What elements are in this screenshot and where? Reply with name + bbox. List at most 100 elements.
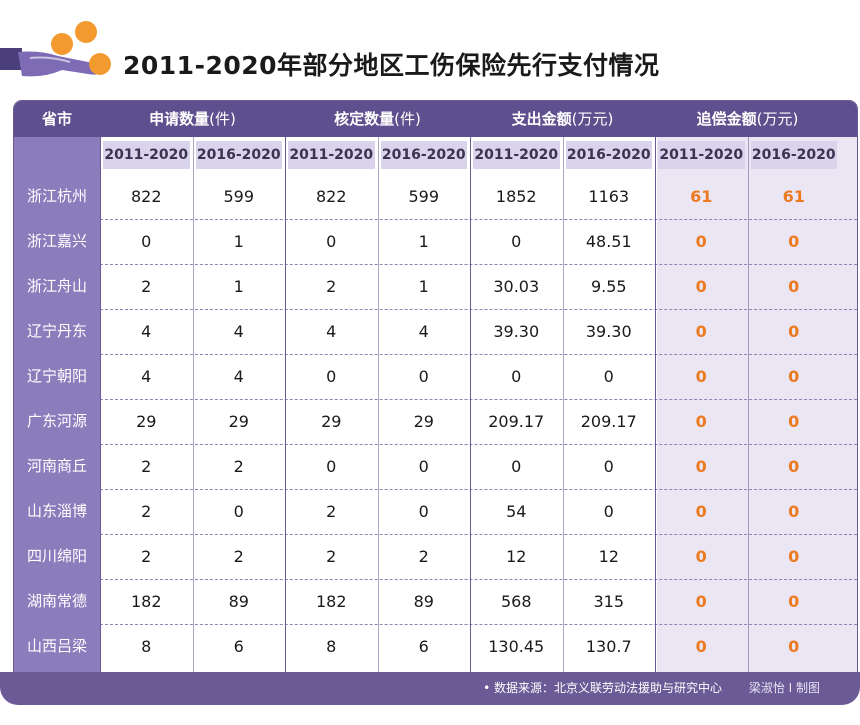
table-cell: 822 (315, 187, 347, 206)
table-cell: 0 (511, 232, 522, 251)
province-name: 辽宁朝阳 (26, 367, 87, 385)
table-cell: 822 (130, 187, 162, 206)
table-cell: 0 (511, 367, 522, 386)
column-divider (285, 137, 286, 673)
table-cell: 0 (141, 232, 152, 251)
table-cell: 0 (695, 592, 707, 611)
table-row: 湖南常德 182 89 182 89 568 315 0 0 (14, 579, 857, 624)
table-cell: 4 (141, 367, 152, 386)
province-name: 四川绵阳 (26, 547, 87, 565)
table-cell: 0 (695, 457, 707, 476)
table-cell: 4 (233, 367, 244, 386)
table-cell: 130.7 (585, 637, 632, 656)
table-cell: 2 (233, 457, 244, 476)
table-cell: 0 (603, 367, 614, 386)
row-divider (100, 579, 857, 580)
period-label: 2016-2020 (380, 141, 467, 169)
table-cell: 39.30 (585, 322, 632, 341)
header-label: 支出金额 (511, 110, 572, 128)
header-group-2: 核定数量(件) (285, 101, 470, 137)
table-cell: 29 (228, 412, 249, 431)
table-cell: 1 (418, 232, 429, 251)
header-label: 申请数量 (149, 110, 210, 128)
table-cell: 89 (228, 592, 249, 611)
period-label: 2011-2020 (658, 141, 745, 169)
table-cell: 4 (326, 322, 337, 341)
table-cell: 0 (788, 412, 800, 431)
table-cell: 61 (782, 187, 805, 206)
column-divider (377, 137, 379, 673)
table-cell: 0 (418, 367, 429, 386)
table-cell: 2 (418, 547, 429, 566)
table-cell: 2 (326, 547, 337, 566)
header-unit: (件) (394, 110, 421, 128)
table-cell: 4 (233, 322, 244, 341)
period-label: 2011-2020 (103, 141, 190, 169)
table-cell: 0 (233, 502, 244, 521)
province-name: 浙江杭州 (26, 187, 87, 205)
table-row: 河南商丘 2 2 0 0 0 0 0 0 (14, 444, 857, 489)
table-cell: 209.17 (488, 412, 545, 431)
table-cell: 568 (500, 592, 532, 611)
table-cell: 1 (233, 277, 244, 296)
table-row: 浙江舟山 2 1 2 1 30.03 9.55 0 0 (14, 264, 857, 309)
column-divider (562, 137, 564, 673)
table-cell: 2 (141, 547, 152, 566)
table-cell: 0 (326, 232, 337, 251)
table-cell: 599 (408, 187, 440, 206)
header-label: 省市 (41, 110, 72, 128)
table-row: 山西吕梁 8 6 8 6 130.45 130.7 0 0 (14, 624, 857, 669)
period-label: 2011-2020 (288, 141, 375, 169)
province-name: 辽宁丹东 (26, 322, 87, 340)
header-unit: (件) (209, 110, 236, 128)
table-cell: 61 (690, 187, 713, 206)
table-cell: 0 (695, 367, 707, 386)
table-cell: 12 (506, 547, 527, 566)
table-cell: 2 (141, 277, 152, 296)
table-cell: 8 (326, 637, 337, 656)
row-divider (100, 444, 857, 445)
table-cell: 0 (788, 322, 800, 341)
table-cell: 130.45 (488, 637, 545, 656)
province-name: 河南商丘 (26, 457, 87, 475)
table-cell: 1163 (588, 187, 630, 206)
table-cell: 4 (418, 322, 429, 341)
table-row: 浙江杭州 822 599 822 599 1852 1163 61 61 (14, 174, 857, 219)
chart-title: 2011-2020年部分地区工伤保险先行支付情况 (123, 51, 660, 80)
table-cell: 39.30 (493, 322, 540, 341)
table-row: 辽宁朝阳 4 4 0 0 0 0 0 0 (14, 354, 857, 399)
province-name: 湖南常德 (26, 592, 87, 610)
table-header: 省市 申请数量(件) 核定数量(件) 支出金额(万元) 追偿金额(万元) (14, 101, 857, 137)
table-cell: 1852 (495, 187, 537, 206)
row-divider (100, 624, 857, 625)
coins-hand-icon (0, 21, 111, 77)
table-cell: 0 (695, 277, 707, 296)
row-divider (100, 534, 857, 535)
table-cell: 1 (418, 277, 429, 296)
table-cell: 0 (695, 502, 707, 521)
row-divider (100, 354, 857, 355)
table-cell: 182 (130, 592, 162, 611)
header-label: 核定数量 (334, 110, 395, 128)
province-name: 广东河源 (26, 412, 87, 430)
header-group-1: 申请数量(件) (100, 101, 285, 137)
column-divider (470, 137, 471, 673)
table-cell: 209.17 (580, 412, 637, 431)
province-name: 浙江舟山 (26, 277, 87, 295)
header-group-4: 追偿金额(万元) (655, 101, 840, 137)
table-cell: 0 (511, 457, 522, 476)
province-column (14, 137, 100, 673)
table-cell: 0 (788, 457, 800, 476)
table-cell: 0 (788, 232, 800, 251)
recovery-column-bg (657, 137, 857, 673)
table-cell: 2 (326, 502, 337, 521)
header-unit: (万元) (756, 110, 799, 128)
table-row: 辽宁丹东 4 4 4 4 39.30 39.30 0 0 (14, 309, 857, 354)
table-cell: 12 (598, 547, 619, 566)
data-table: 省市 申请数量(件) 核定数量(件) 支出金额(万元) 追偿金额(万元) 2011-20… (13, 100, 858, 674)
table-cell: 6 (233, 637, 244, 656)
column-divider (747, 137, 749, 673)
column-divider (192, 137, 194, 673)
period-subheader: 2011-2020 2016-2020 2011-2020 2016-2020 2011… (14, 137, 857, 174)
data-source: • 数据来源：北京义联劳动法援助与研究中心 (483, 681, 722, 695)
